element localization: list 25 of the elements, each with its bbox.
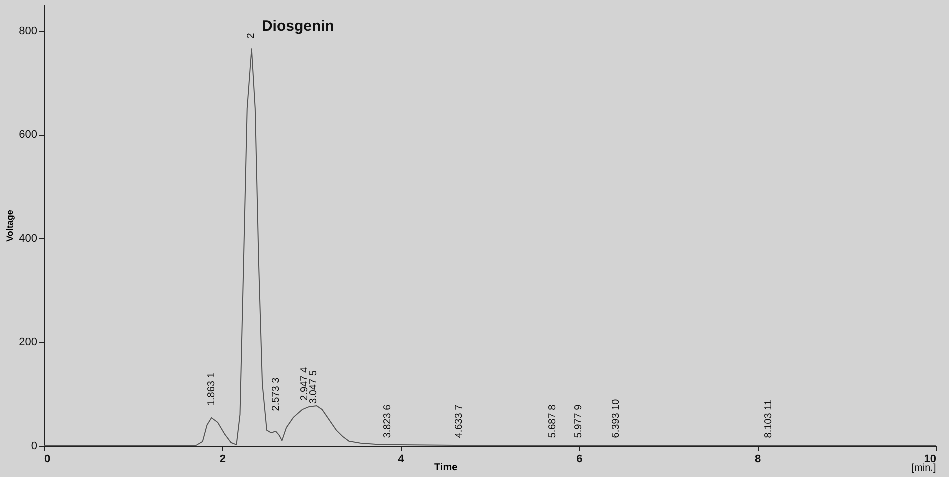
x-tick-label: 4 [398,454,406,466]
annotation: 2 [246,32,257,39]
annotation: 2.573 3 [270,377,282,412]
y-tick-label: 600 [19,129,38,142]
annotation: 2.947 4 [299,367,310,401]
y-axis-title: Voltage [5,210,16,242]
annotation: 3.823 6 [382,404,394,438]
y-tick-label: 0 [31,440,38,452]
annotation: 5.977 9 [573,404,584,438]
y-tick-label: 400 [19,232,38,245]
y-tick-label: 200 [19,336,38,349]
x-tick-label: 8 [755,454,762,466]
x-tick-label: 6 [576,454,583,466]
text: [min.] [912,463,936,474]
annotation: 3.047 5 [308,370,320,404]
annotation: 6.393 10 [610,398,622,438]
annotation: 5.687 8 [547,404,558,438]
annotation: 1.863 1 [206,372,218,406]
annotation: 4.633 7 [454,404,465,438]
x-tick-label: 0 [44,454,51,466]
x-tick-label: 2 [220,454,226,466]
annotation: 8.103 11 [763,400,774,438]
y-tick-label: 800 [19,25,38,38]
annotation: Diosgenin [262,18,334,35]
x-axis-title: Time [434,462,458,474]
